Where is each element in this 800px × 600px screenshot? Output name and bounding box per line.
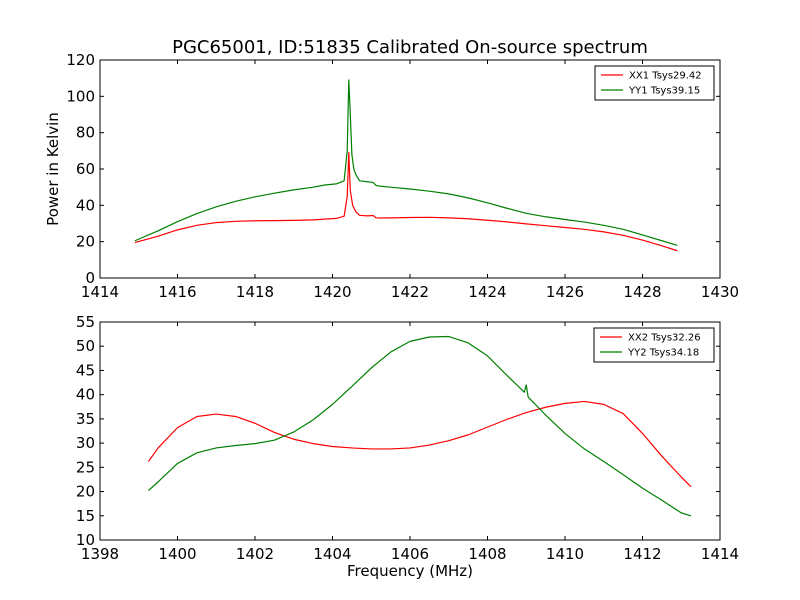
- y-tick-label: 20: [76, 233, 95, 251]
- legend-entry: XX2 Tsys32.26: [628, 333, 701, 344]
- y-tick-label: 10: [76, 531, 95, 549]
- y-tick-label: 20: [76, 483, 95, 501]
- legend: XX1 Tsys29.42 YY1 Tsys39.15: [594, 65, 715, 101]
- x-tick-label: 1420: [313, 283, 351, 301]
- y-tick-label: 15: [76, 507, 95, 525]
- x-tick-label: 1426: [546, 283, 584, 301]
- y-tick-label: 45: [76, 361, 95, 379]
- x-tick-label: 1424: [468, 283, 506, 301]
- y-tick-label: 55: [76, 313, 95, 331]
- x-tick-label: 1406: [391, 545, 429, 563]
- subplot-2: 1398 1400 1402 1404 1406 1408 1410 1412 1414 10 15…: [76, 313, 739, 580]
- x-tick-label: 1414: [81, 283, 119, 301]
- y-tick-label: 40: [76, 196, 95, 214]
- y-tick-label: 100: [66, 87, 95, 105]
- x-tick-label: 1418: [236, 283, 274, 301]
- y-tick-label: 35: [76, 410, 95, 428]
- x-tick-label: 1428: [623, 283, 661, 301]
- x-axis-label: Frequency (MHz): [347, 562, 473, 580]
- y-tick-label: 120: [66, 51, 95, 69]
- x-tick-label: 1422: [391, 283, 429, 301]
- x-tick-label: 1416: [158, 283, 196, 301]
- x-tick-label: 1400: [158, 545, 196, 563]
- y-tick-label: 60: [76, 160, 95, 178]
- legend-box: [593, 327, 715, 363]
- x-tick-label: 1408: [468, 545, 506, 563]
- y-tick-label: 25: [76, 458, 95, 476]
- y-tick-label: 40: [76, 386, 95, 404]
- series-line-1-1: [134, 152, 678, 252]
- legend-box: [594, 65, 715, 101]
- legend-entry: YY2 Tsys34.18: [627, 348, 699, 359]
- x-tick-label: 1404: [313, 545, 351, 563]
- y-tick-label: 0: [85, 269, 95, 287]
- series-line-1-2: [134, 79, 678, 246]
- legend: XX2 Tsys32.26 YY2 Tsys34.18: [593, 327, 715, 363]
- x-tick-label: 1402: [236, 545, 274, 563]
- legend-entry: YY1 Tsys39.15: [628, 86, 700, 97]
- y-tick-label: 30: [76, 434, 95, 452]
- y-tick-label: 50: [76, 337, 95, 355]
- x-tick-label: 1414: [701, 545, 739, 563]
- x-tick-label: 1410: [546, 545, 584, 563]
- chart-title: PGC65001, ID:51835 Calibrated On-source …: [172, 37, 648, 58]
- y-tick-label: 80: [76, 124, 95, 142]
- series-line-2-2: [148, 335, 692, 517]
- x-tick-label: 1398: [81, 545, 119, 563]
- legend-entry: XX1 Tsys29.42: [629, 71, 702, 82]
- x-tick-label: 1430: [701, 283, 739, 301]
- x-tick-label: 1412: [623, 545, 661, 563]
- series-line-2-1: [147, 400, 692, 488]
- subplot-1: 1414 1416 1418 1420 1422 1424 1426 1428 1430 0 20 4…: [44, 51, 739, 301]
- y-axis-label: Power in Kelvin: [44, 112, 62, 226]
